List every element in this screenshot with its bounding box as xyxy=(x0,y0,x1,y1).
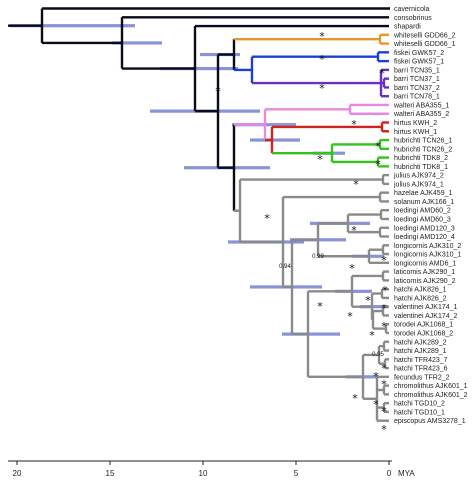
tip-label: chromolithus AJK601_2 xyxy=(394,392,468,399)
interval-bar xyxy=(10,24,135,28)
tip-label: solanum AJK166_1 xyxy=(394,199,454,206)
tip-label: hubrichti TCN26_1 xyxy=(394,138,452,145)
tip-label: cavernicola xyxy=(394,6,430,13)
axis-tick-label: 20 xyxy=(13,469,22,478)
tip-label: consobrinus xyxy=(394,15,432,22)
tip-label: hubrichti TCN26_2 xyxy=(394,146,452,153)
tip-label: laticomis AJK290_1 xyxy=(394,269,455,276)
tip-label: torodei AJK1068_2 xyxy=(394,330,453,337)
interval-bar xyxy=(160,66,238,71)
tip-label: chromolithus AJK601_1 xyxy=(394,383,468,390)
tip-label: laticornis AJK290_2 xyxy=(394,278,456,285)
support-star: * xyxy=(373,398,379,411)
interval-bar xyxy=(112,41,162,45)
tree-branches xyxy=(8,7,390,422)
support-star: * xyxy=(317,300,323,313)
tip-label: fiskei GWK57_1 xyxy=(394,59,444,66)
tip-label: longicornis AJK310_2 xyxy=(394,243,461,250)
support-star: * xyxy=(373,370,379,383)
tip-label: hatchi AJK826_1 xyxy=(394,287,447,294)
axis-tick-label: 5 xyxy=(294,469,299,478)
tip-label: hatchi TGD10_1 xyxy=(394,409,445,416)
axis-tick-label: 10 xyxy=(199,469,208,478)
tip-label: hubrichti TDK8_1 xyxy=(394,164,448,171)
tip-label: whiteselli GDD66_1 xyxy=(393,41,456,48)
tip-label: julius AJK974_2 xyxy=(393,173,444,180)
tip-label: loedingi AMD60_3 xyxy=(394,216,451,223)
support-star: * xyxy=(351,224,357,237)
support-star: * xyxy=(319,53,325,66)
tip-label: barri TCN37_1 xyxy=(394,76,440,83)
tip-label: whiteselli GDD66_2 xyxy=(393,32,456,39)
support-star: * xyxy=(369,329,375,342)
tip-label: shapardi xyxy=(394,24,421,31)
tip-label: hirtus KWH_2 xyxy=(394,120,437,127)
tip-label: barri TCN35_1 xyxy=(394,67,440,74)
tip-label: hubrichti TDK8_2 xyxy=(394,155,448,162)
support-star: * xyxy=(319,82,325,95)
support-star: * xyxy=(365,294,371,307)
support-star: * xyxy=(382,284,388,297)
tip-label: julius AJK974_1 xyxy=(393,181,444,188)
tip-label: loedingi AMD120_4 xyxy=(394,234,455,241)
tip-label: hazelae AJK459_1 xyxy=(394,190,452,197)
support-star: * xyxy=(381,362,387,375)
tip-label: episcopus AMS3278_1 xyxy=(394,418,466,425)
support-star: * xyxy=(375,158,381,171)
support-star: * xyxy=(319,30,325,43)
interval-bar xyxy=(250,138,300,142)
support-value: 0.94 xyxy=(279,264,291,270)
interval-bar xyxy=(335,289,372,293)
tip-label: walteri ABA355_2 xyxy=(393,111,449,118)
tip-label: hatchi TFR423_6 xyxy=(394,366,448,373)
tip-label: fecundus TFR2_2 xyxy=(394,374,450,381)
tip-label: hatchi TFR423_7 xyxy=(394,357,448,364)
support-marks: ***********0.99 **0.94***0.95************ xyxy=(215,30,388,436)
tip-label: hirtus KWH_1 xyxy=(394,129,437,136)
tip-label: hatchi AJK289_1 xyxy=(394,348,447,355)
interval-bar xyxy=(282,332,340,336)
support-star: * xyxy=(352,392,358,405)
support-star: * xyxy=(353,178,359,191)
tip-label: hatchi AJK826_2 xyxy=(394,295,447,302)
support-star: * xyxy=(349,262,355,275)
tip-label: longicornis AMD6_1 xyxy=(394,260,456,267)
tip-label: hatchi AJK289_2 xyxy=(394,339,447,346)
axis-tick-label: 0 xyxy=(387,469,392,478)
axis-unit-label: MYA xyxy=(398,469,415,478)
support-value: 0.99 xyxy=(312,254,324,260)
tip-label: valentinei AJK174_1 xyxy=(394,304,458,311)
support-star: * xyxy=(317,153,323,166)
support-star: * xyxy=(215,85,221,98)
support-star: * xyxy=(379,67,385,80)
interval-bars xyxy=(10,24,388,379)
tip-label: barri TCN78_1 xyxy=(394,94,440,101)
support-star: * xyxy=(264,212,270,225)
support-star: * xyxy=(351,118,357,131)
tip-label: walteri ABA355_1 xyxy=(393,102,449,109)
support-star: * xyxy=(381,405,387,418)
interval-bar xyxy=(360,305,388,309)
support-star: * xyxy=(381,423,387,436)
tip-label: fiskei GWK57_2 xyxy=(394,50,444,57)
tip-label: loedingi AMD60_2 xyxy=(394,208,451,215)
tip-label: barri TCN37_2 xyxy=(394,85,440,92)
tip-label: torodei AJK1068_1 xyxy=(394,322,453,329)
tip-labels: cavernicolaconsobrinusshapardiwhiteselli… xyxy=(393,6,468,425)
tip-label: valentinei AJK174_2 xyxy=(394,313,458,320)
tip-label: longicornis AJK310_1 xyxy=(394,252,461,259)
support-value: 0.95 xyxy=(372,352,384,358)
support-star: * xyxy=(381,320,387,333)
tip-label: loedingi AMD120_3 xyxy=(394,225,455,232)
support-star: * xyxy=(381,302,387,315)
support-star: * xyxy=(347,310,353,323)
axis-tick-label: 15 xyxy=(106,469,115,478)
tip-label: hatchi TGD10_2 xyxy=(394,401,445,408)
support-star: * xyxy=(381,254,387,267)
time-axis: 20 15 10 5 0 MYA xyxy=(8,460,415,478)
support-star: * xyxy=(381,378,387,391)
support-star: * xyxy=(375,140,381,153)
